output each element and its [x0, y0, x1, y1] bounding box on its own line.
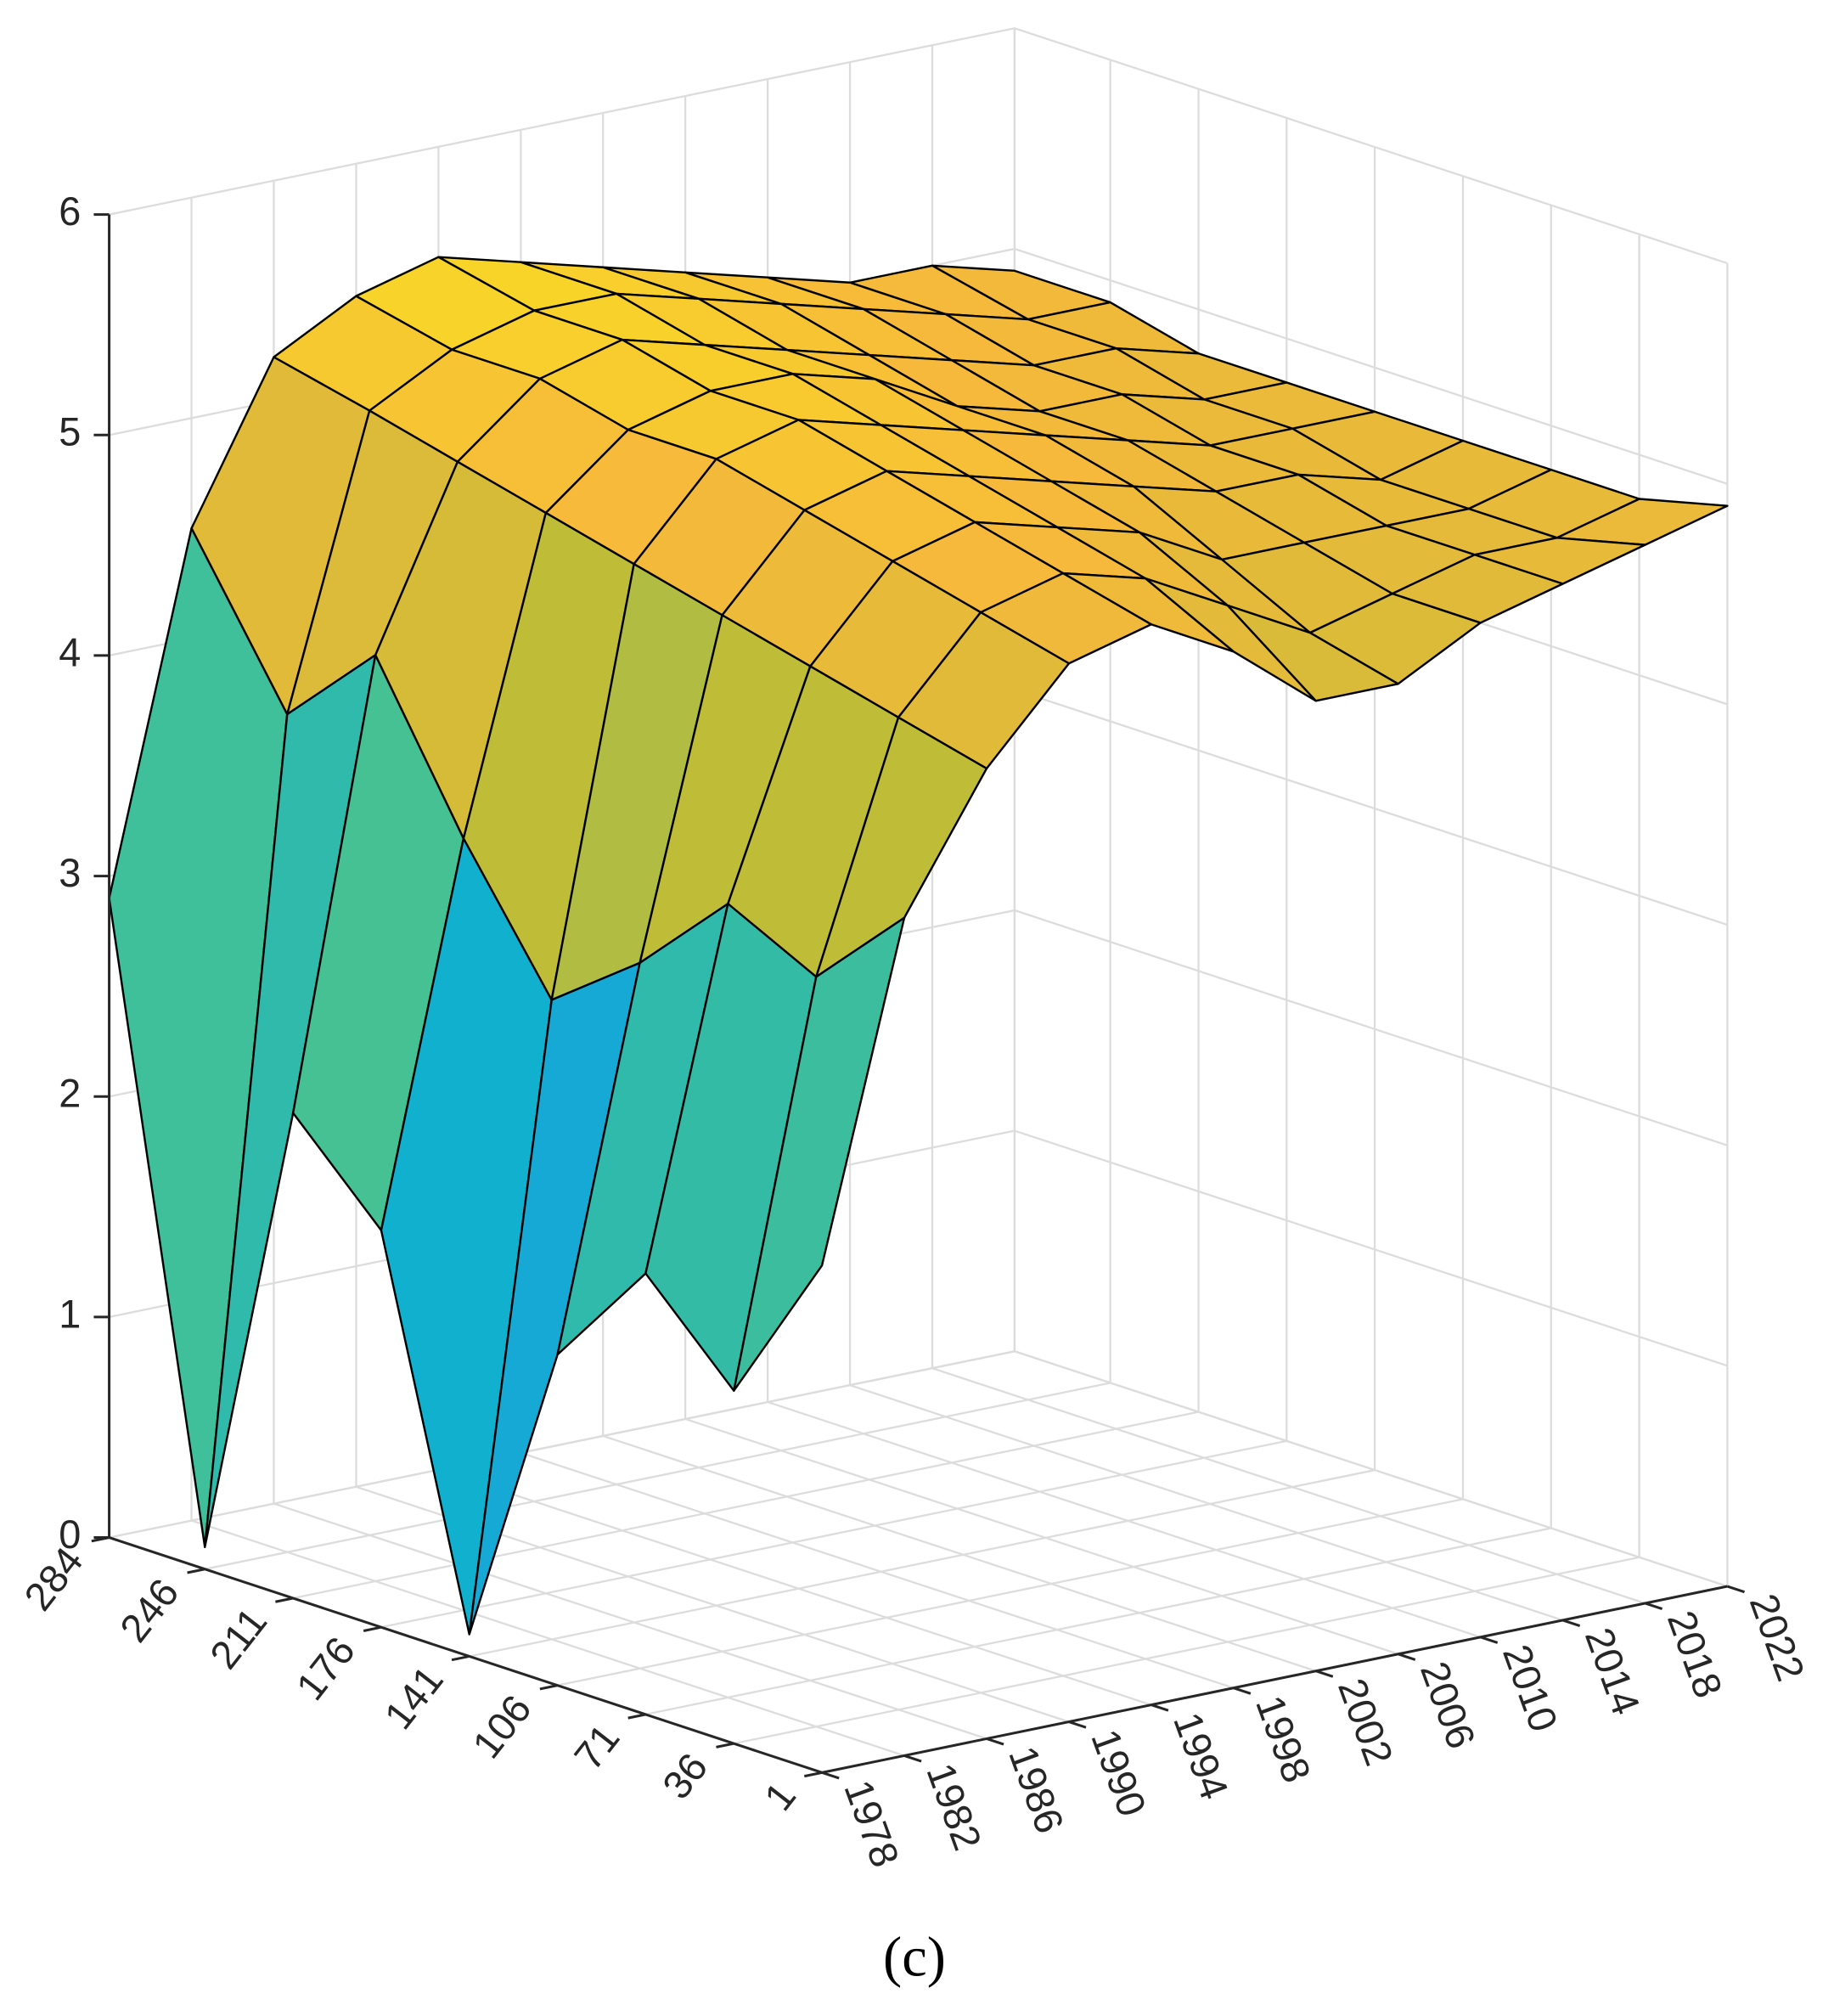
x-tick-label: 2014 [1577, 1622, 1649, 1720]
surface [108, 256, 1729, 1636]
y-tick-label: 176 [288, 1629, 363, 1709]
x-tick [1233, 1687, 1252, 1695]
y-tick-label: 36 [654, 1745, 716, 1807]
x-tick [903, 1754, 922, 1763]
y-tick [187, 1568, 205, 1574]
y-tick-label: 141 [376, 1658, 452, 1737]
y-tick-label: 71 [565, 1716, 627, 1778]
x-tick [1315, 1670, 1334, 1678]
surface-patch [733, 916, 906, 1392]
x-tick [1562, 1619, 1581, 1627]
x-tick-label: 1978 [835, 1775, 908, 1873]
y-tick-label: 211 [201, 1600, 275, 1677]
x-tick-label: 2010 [1494, 1639, 1567, 1737]
z-tick-label: 3 [59, 851, 81, 895]
x-tick [986, 1737, 1004, 1746]
y-tick [451, 1654, 470, 1662]
x-tick-label: 2006 [1412, 1656, 1484, 1754]
x-tick-label: 1990 [1083, 1724, 1155, 1822]
x-tick-label: 1982 [918, 1758, 990, 1856]
z-tick-label: 2 [59, 1072, 81, 1116]
x-tick [1726, 1585, 1746, 1594]
x-tick-label: 2002 [1330, 1673, 1402, 1771]
z-tick-label: 5 [59, 410, 81, 454]
x-tick [1480, 1636, 1499, 1644]
y-tick [363, 1625, 382, 1632]
x-tick-label: 1994 [1165, 1707, 1237, 1805]
x-tick [821, 1771, 840, 1780]
y-tick [716, 1742, 734, 1749]
x-tick-label: 1998 [1247, 1690, 1319, 1788]
z-tick-label: 4 [59, 630, 81, 674]
x-tick-label: 1986 [1000, 1741, 1072, 1839]
y-tick [275, 1596, 294, 1603]
grid-line [109, 27, 1728, 265]
y-tick-label: 246 [111, 1571, 187, 1651]
grid-line [109, 1350, 1728, 1588]
x-tick [1068, 1720, 1087, 1729]
x-tick [1398, 1653, 1416, 1661]
y-tick [627, 1713, 646, 1720]
y-tick [804, 1771, 823, 1778]
z-tick-label: 1 [59, 1292, 81, 1336]
y-tick-label: 106 [464, 1687, 540, 1766]
x-tick [1645, 1602, 1663, 1611]
caption: (c) [883, 1926, 946, 1988]
x-tick-label: 2022 [1741, 1588, 1814, 1687]
x-axis-line [821, 1585, 1728, 1774]
y-axis-line [109, 1536, 823, 1774]
z-tick-label: 6 [59, 189, 81, 234]
x-tick [1150, 1703, 1169, 1712]
y-tick-label: 1 [756, 1774, 804, 1819]
y-tick [539, 1684, 558, 1691]
x-tick-label: 2018 [1659, 1605, 1731, 1703]
y-tick [91, 1536, 110, 1543]
z-tick-label: 0 [59, 1512, 81, 1557]
